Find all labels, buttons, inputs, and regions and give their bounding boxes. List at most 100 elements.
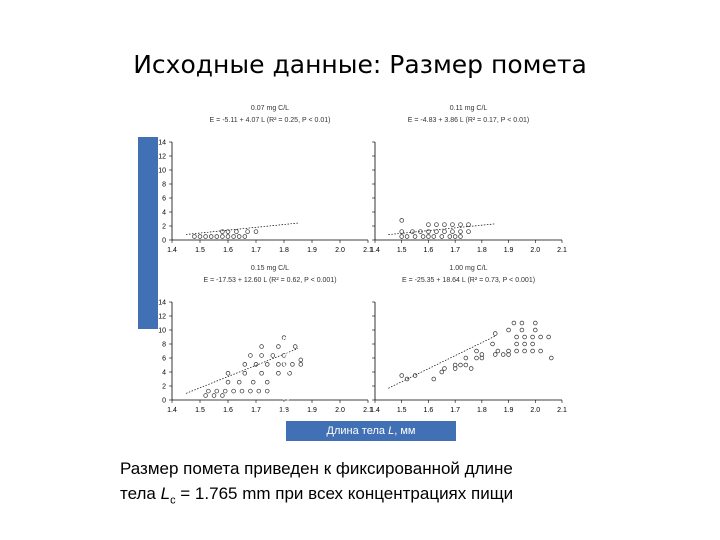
y-tick-label: 6 <box>162 356 166 363</box>
x-tick-label: 1.8 <box>477 407 487 414</box>
data-point <box>211 393 217 398</box>
x-tick-label: 2.1 <box>557 247 567 254</box>
y-tick-label: 0 <box>162 398 166 405</box>
x-tick-label: 1.6 <box>424 407 434 414</box>
panel-subtitle: E = -5.11 + 4.07 L (R² = 0.25, P < 0.01) <box>210 117 331 124</box>
data-point <box>239 388 245 394</box>
data-point <box>264 362 270 367</box>
data-point <box>222 388 228 394</box>
y-tick-label: 4 <box>162 210 166 217</box>
data-point <box>242 371 248 376</box>
data-point <box>519 320 525 326</box>
data-point <box>479 352 485 357</box>
data-point <box>530 348 535 354</box>
y-tick-label: 12 <box>158 314 166 321</box>
fit-line <box>388 223 496 235</box>
data-point <box>214 388 220 394</box>
data-point <box>522 334 527 340</box>
data-point <box>468 366 474 371</box>
data-point <box>463 362 469 368</box>
data-point <box>256 388 262 394</box>
x-tick-label: 1.8 <box>279 247 289 254</box>
data-point <box>399 229 404 234</box>
x-tick-label: 2.0 <box>335 407 345 414</box>
data-point <box>412 234 418 239</box>
data-point <box>248 353 253 358</box>
data-point <box>231 388 236 394</box>
data-point <box>404 234 410 239</box>
data-point <box>522 341 527 347</box>
data-point <box>474 348 479 354</box>
data-point <box>236 234 242 239</box>
data-point <box>474 355 479 361</box>
data-point <box>208 234 214 239</box>
data-point <box>549 355 554 361</box>
data-point <box>290 362 295 367</box>
panel-title: 0.15 mg C/L <box>251 265 289 272</box>
y-tick-label: 8 <box>162 342 166 349</box>
data-point <box>259 353 264 358</box>
data-point <box>450 229 455 234</box>
data-point <box>418 229 423 234</box>
data-point <box>225 379 231 385</box>
panel-title: 1.00 mg C/L <box>449 265 487 272</box>
panel-1: 0.07 mg C/L E = -5.11 + 4.07 L (R² = 0.25… <box>158 105 373 254</box>
x-tick-label: 1.9 <box>504 247 514 254</box>
data-point <box>253 229 259 234</box>
data-point <box>276 371 281 376</box>
data-point <box>506 348 511 354</box>
x-tick-label: 1.4 <box>370 407 380 414</box>
y-tick-label: 10 <box>158 168 166 175</box>
data-point <box>203 234 208 239</box>
data-point <box>514 341 519 347</box>
data-point <box>431 376 437 382</box>
data-point <box>514 334 519 340</box>
data-point <box>420 234 426 239</box>
panel-title: 0.07 mg C/L <box>251 105 289 112</box>
data-point <box>206 388 211 394</box>
data-point <box>463 355 469 361</box>
data-point <box>281 353 287 358</box>
y-tick-label: 14 <box>158 300 166 307</box>
panel-4: 1.00 mg C/L E = -25.35 + 18.64 L (R² = 0.… <box>370 265 567 414</box>
x-tick-label: 1.6 <box>223 407 233 414</box>
data-point <box>259 371 264 376</box>
data-point <box>447 234 453 239</box>
data-point <box>276 362 281 367</box>
x-tick-label: 1.7 <box>450 407 460 414</box>
data-point <box>220 229 225 234</box>
y-tick-label: 4 <box>162 370 166 377</box>
panel-title: 0.11 mg C/L <box>450 105 488 112</box>
data-point <box>533 327 538 333</box>
x-tick-label: 1.8 <box>477 247 487 254</box>
data-point <box>506 327 511 333</box>
data-point <box>533 320 538 326</box>
x-tick-label: 1.7 <box>251 247 261 254</box>
data-point <box>281 335 287 340</box>
data-point <box>439 369 445 375</box>
data-point <box>519 327 525 333</box>
y-tick-label: 8 <box>162 182 166 189</box>
x-tick-label: 1.4 <box>167 407 177 414</box>
data-point <box>530 334 535 340</box>
x-tick-label: 2.0 <box>335 247 345 254</box>
data-point <box>225 229 231 234</box>
panel-3: 0.15 mg C/L E = -17.53 + 12.60 L (R² = 0.… <box>158 265 373 414</box>
data-point <box>399 218 404 223</box>
data-point <box>298 357 304 363</box>
x-tick-label: 2.1 <box>557 407 567 414</box>
data-point <box>399 234 404 239</box>
data-point <box>234 229 239 234</box>
slide-title: Исходные данные: Размер помета <box>133 50 587 79</box>
x-tick-label: 2.0 <box>530 407 540 414</box>
data-point <box>500 352 506 357</box>
x-tick-label: 1.5 <box>397 247 407 254</box>
x-tick-label: 2.0 <box>530 247 540 254</box>
y-axis-label-box: Размер помета E <box>138 137 292 414</box>
data-point <box>492 331 498 336</box>
data-point <box>458 222 463 227</box>
data-point <box>214 234 220 239</box>
x-tick-label: 1.7 <box>251 407 261 414</box>
data-point <box>426 229 431 234</box>
